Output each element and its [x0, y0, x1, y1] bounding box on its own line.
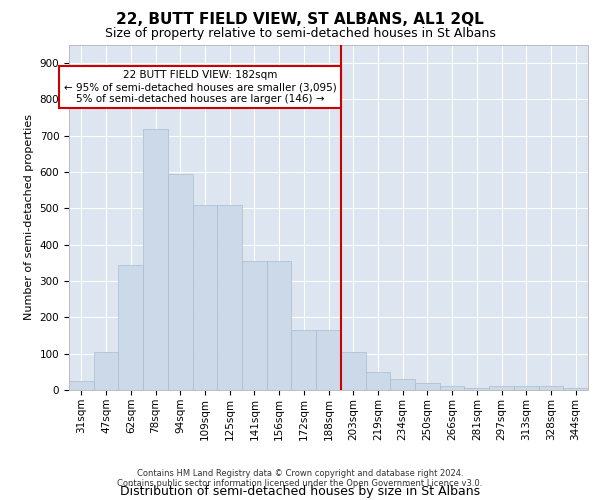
Bar: [267, 261, 292, 390]
Bar: [217, 205, 242, 390]
Bar: [514, 386, 539, 390]
Bar: [390, 379, 415, 390]
Bar: [365, 372, 390, 390]
Bar: [316, 330, 341, 390]
Bar: [69, 381, 94, 390]
Bar: [464, 388, 489, 390]
Bar: [563, 388, 588, 390]
Bar: [94, 352, 118, 390]
Bar: [489, 386, 514, 390]
Bar: [168, 174, 193, 390]
Bar: [440, 386, 464, 390]
Text: Size of property relative to semi-detached houses in St Albans: Size of property relative to semi-detach…: [104, 28, 496, 40]
Text: Distribution of semi-detached houses by size in St Albans: Distribution of semi-detached houses by …: [120, 484, 480, 498]
Bar: [539, 386, 563, 390]
Text: 22 BUTT FIELD VIEW: 182sqm
← 95% of semi-detached houses are smaller (3,095)
5% : 22 BUTT FIELD VIEW: 182sqm ← 95% of semi…: [64, 70, 337, 104]
Bar: [415, 382, 440, 390]
Bar: [242, 261, 267, 390]
Bar: [292, 330, 316, 390]
Bar: [143, 128, 168, 390]
Bar: [193, 205, 217, 390]
Y-axis label: Number of semi-detached properties: Number of semi-detached properties: [24, 114, 34, 320]
Text: Contains public sector information licensed under the Open Government Licence v3: Contains public sector information licen…: [118, 478, 482, 488]
Bar: [118, 264, 143, 390]
Text: Contains HM Land Registry data © Crown copyright and database right 2024.: Contains HM Land Registry data © Crown c…: [137, 468, 463, 477]
Text: 22, BUTT FIELD VIEW, ST ALBANS, AL1 2QL: 22, BUTT FIELD VIEW, ST ALBANS, AL1 2QL: [116, 12, 484, 28]
Bar: [341, 352, 365, 390]
